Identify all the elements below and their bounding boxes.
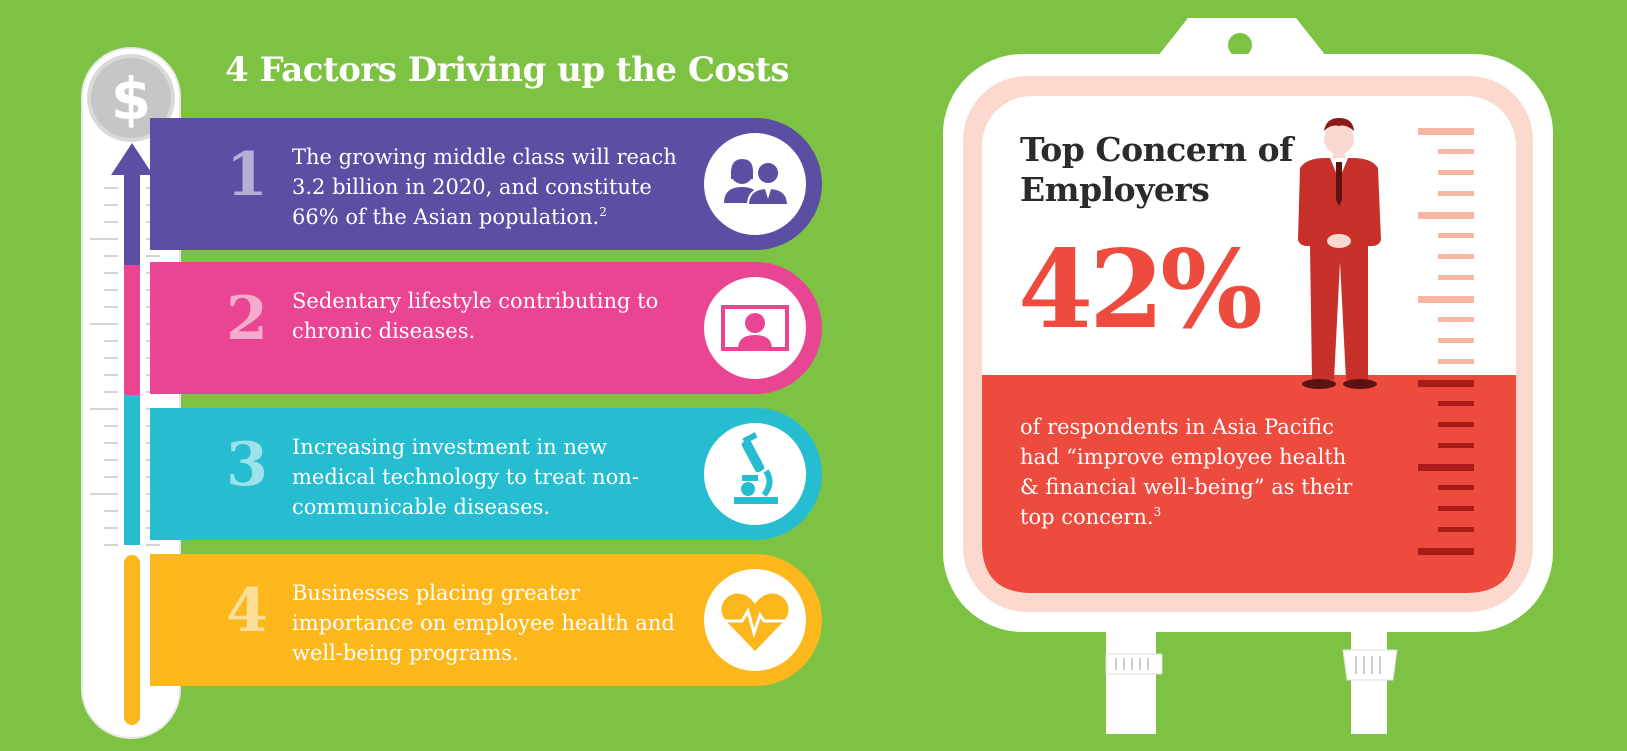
factor-text: Sedentary lifestyle contributing to chro…: [292, 289, 659, 343]
factor-band-2: 2 Sedentary lifestyle contributing to ch…: [150, 262, 822, 394]
svg-text:$: $: [111, 65, 151, 133]
heartbeat-icon: [704, 569, 806, 671]
factor-number: 3: [226, 430, 268, 500]
factor-band-3: 3 Increasing investment in new medical t…: [150, 408, 822, 540]
measurement-scale: [1418, 128, 1474, 555]
factor-number: 2: [226, 284, 268, 354]
factor-band-1: 1 The growing middle class will reach 3.…: [150, 118, 822, 250]
footnote-ref: 3: [1153, 505, 1162, 519]
microscope-icon: [704, 423, 806, 525]
factor-number: 4: [226, 576, 268, 646]
concern-description: of respondents in Asia Pacific had “impr…: [1020, 415, 1353, 529]
computer-user-icon: [704, 277, 806, 379]
page-title: 4 Factors Driving up the Costs: [225, 50, 790, 90]
factor-text: The growing middle class will reach 3.2 …: [292, 145, 677, 229]
people-icon: [704, 133, 806, 235]
factor-text: Increasing investment in new medical tec…: [292, 435, 639, 519]
factor-band-4: 4 Businesses placing greater importance …: [150, 554, 822, 686]
factor-number: 1: [226, 140, 268, 210]
factor-text: Businesses placing greater importance on…: [292, 581, 675, 665]
concern-heading: Top Concern of Employers: [1020, 130, 1293, 209]
concern-percent: 42%: [1018, 227, 1263, 353]
arrow-up-icon: [111, 143, 153, 175]
footnote-ref: 2: [599, 205, 607, 219]
